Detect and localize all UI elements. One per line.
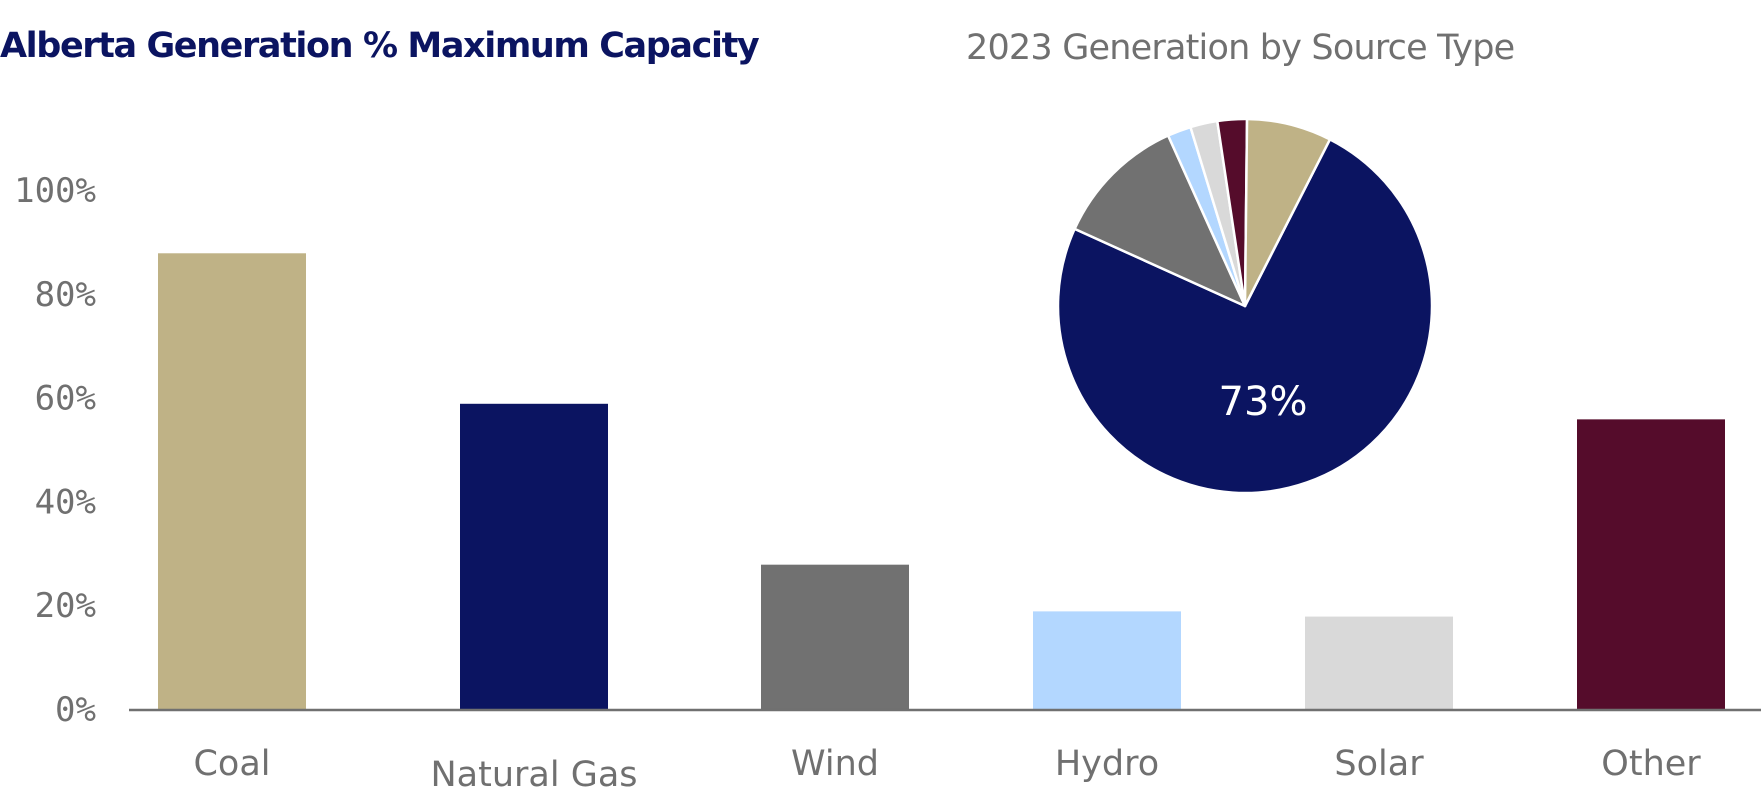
bar-hydro — [1033, 611, 1181, 710]
x-tick-label: Solar — [1334, 744, 1424, 784]
pie-slice-wind — [1073, 134, 1247, 308]
x-tick-label: Wind — [791, 744, 879, 784]
y-tick-label: 80% — [35, 275, 96, 315]
y-tick-label: 40% — [35, 482, 96, 522]
chart-title: Alberta Generation % Maximum Capacity — [0, 26, 760, 66]
x-tick-label: Hydro — [1055, 744, 1159, 784]
x-tick-label: Coal — [193, 744, 270, 784]
y-tick-label: 0% — [55, 690, 96, 730]
y-tick-label: 60% — [35, 379, 96, 419]
pie-chart: 73% — [1056, 117, 1434, 495]
bar-chart: 0% 20% 40% 60% 80% 100% Coal Natural Gas Wind Hyd… — [14, 171, 1725, 790]
x-tick-label: Natural Gas — [430, 755, 637, 790]
bar-coal — [158, 253, 306, 710]
pie-title: 2023 Generation by Source Type — [966, 28, 1515, 68]
bar-wind — [761, 564, 909, 710]
pie-slice-natural-gas — [1056, 138, 1434, 495]
bar-solar — [1305, 616, 1453, 710]
y-tick-label: 20% — [35, 586, 96, 626]
pie-slice-coal — [1243, 117, 1332, 308]
y-tick-label: 100% — [14, 171, 96, 211]
pie-data-label: 73% — [1219, 379, 1308, 425]
bar-natural-gas — [460, 403, 608, 710]
x-tick-label: Other — [1601, 744, 1701, 784]
bar-other — [1577, 419, 1725, 710]
